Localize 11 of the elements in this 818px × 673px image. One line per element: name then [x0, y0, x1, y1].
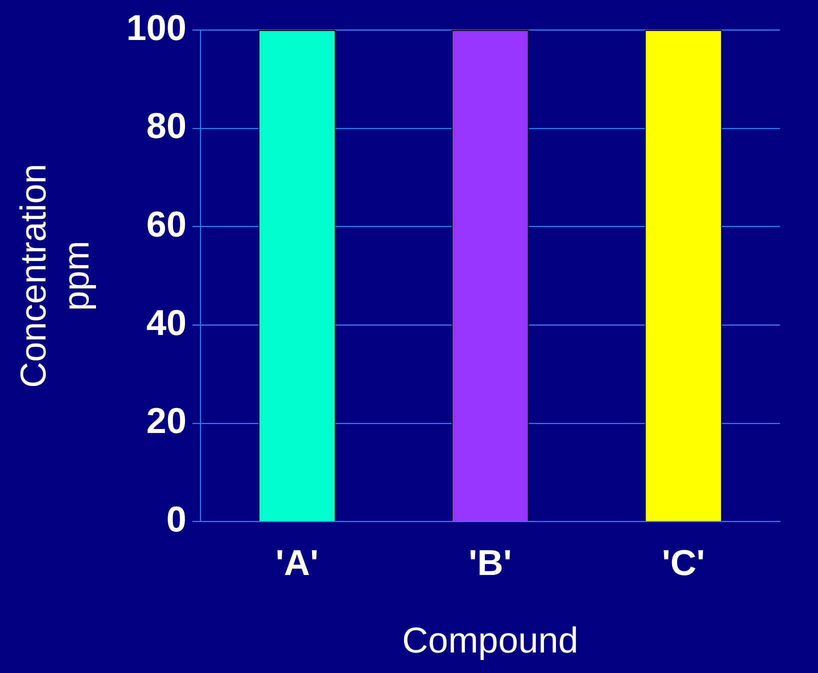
y-tick-label: 0	[166, 498, 186, 540]
y-tick-label: 80	[146, 105, 186, 146]
x-tick-label: 'A'	[275, 542, 319, 584]
y-tick-label: 60	[146, 204, 186, 245]
x-tick-label: 'C'	[662, 542, 705, 584]
y-axis-title: Concentration ppm	[12, 164, 97, 388]
y-tick-label: 20	[146, 400, 186, 442]
x-tick-label: 'B'	[468, 542, 512, 584]
x-axis-title: Compound	[402, 619, 578, 660]
y-tick-label: 100	[126, 6, 186, 48]
y-tick-label: 40	[146, 302, 186, 343]
